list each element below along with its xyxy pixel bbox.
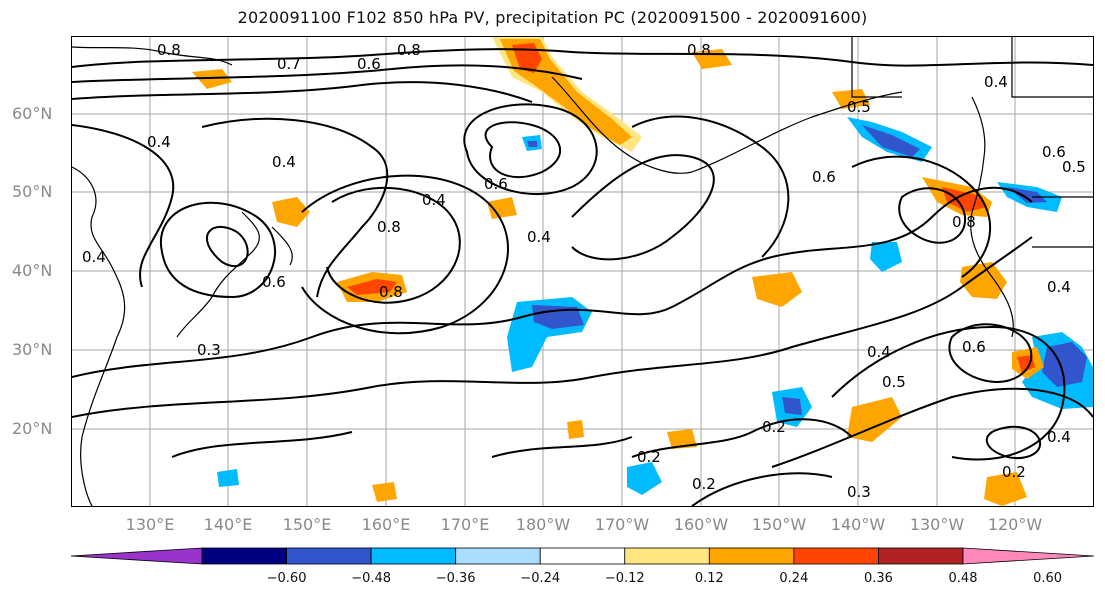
contour-label: 0.4 bbox=[984, 73, 1008, 91]
colorbar-segment bbox=[878, 547, 964, 565]
colorbar-tick-label: −0.36 bbox=[435, 571, 476, 586]
contour-label: 0.2 bbox=[762, 418, 786, 436]
lon-label-120w: 120°W bbox=[987, 515, 1043, 534]
colorbar-segment bbox=[793, 547, 879, 565]
colorbar-tick-label: −0.48 bbox=[351, 571, 392, 586]
lon-label-160w: 160°W bbox=[673, 515, 729, 534]
contour-label: 0.4 bbox=[422, 191, 446, 209]
contour-label: 0.5 bbox=[847, 98, 871, 116]
contour-label: 0.3 bbox=[847, 483, 871, 501]
colorbar-segment bbox=[370, 547, 457, 565]
contour-label: 0.8 bbox=[687, 41, 711, 59]
colorbar-segment bbox=[708, 547, 795, 565]
lat-label-40n: 40°N bbox=[12, 261, 53, 280]
contour-label: 0.8 bbox=[377, 218, 401, 236]
contour-label: 0.6 bbox=[484, 175, 508, 193]
coastlines bbox=[72, 37, 1093, 506]
lon-label-170e: 170°E bbox=[440, 515, 490, 534]
colorbar-tick-label: −0.24 bbox=[520, 571, 561, 586]
colorbar-segment bbox=[624, 547, 710, 565]
colorbar-extend-high bbox=[962, 547, 1095, 565]
colorbar-tick-label: 0.36 bbox=[863, 571, 893, 586]
contour-label: 0.6 bbox=[962, 338, 986, 356]
lat-label-50n: 50°N bbox=[12, 182, 53, 201]
colorbar-extend-low bbox=[70, 547, 203, 565]
contour-label: 0.2 bbox=[692, 475, 716, 493]
lat-label-30n: 30°N bbox=[12, 340, 53, 359]
contour-label: 0.7 bbox=[277, 55, 301, 73]
colorbar-segment bbox=[286, 547, 372, 565]
map-panel: 0.8 0.7 0.6 0.8 0.8 0.6 0.4 0.5 0.4 0.4 … bbox=[71, 36, 1094, 507]
lon-label-180w: 180°W bbox=[515, 515, 571, 534]
contour-label: 0.6 bbox=[812, 168, 836, 186]
lon-label-150e: 150°E bbox=[282, 515, 332, 534]
lon-label-160e: 160°E bbox=[361, 515, 411, 534]
contour-label: 0.2 bbox=[637, 448, 661, 466]
lon-label-130e: 130°E bbox=[125, 515, 175, 534]
lon-label-130w: 130°W bbox=[909, 515, 965, 534]
chart-title: 2020091100 F102 850 hPa PV, precipitatio… bbox=[237, 8, 868, 27]
colorbar-tick-label: 0.24 bbox=[779, 571, 809, 586]
lon-label-140e: 140°E bbox=[203, 515, 253, 534]
contour-label: 0.5 bbox=[1062, 158, 1086, 176]
contour-label: 0.4 bbox=[272, 153, 296, 171]
colorbar-tick-label: −0.60 bbox=[266, 571, 307, 586]
contour-label: 0.5 bbox=[882, 373, 906, 391]
contour-label: 0.4 bbox=[82, 248, 106, 266]
colorbar-tick-label: 0.48 bbox=[948, 571, 978, 586]
colorbar-segment bbox=[455, 547, 541, 565]
contour-label: 0.2 bbox=[1002, 463, 1026, 481]
lon-label-140w: 140°W bbox=[830, 515, 886, 534]
contour-label: 0.4 bbox=[1047, 278, 1071, 296]
contour-label: 0.4 bbox=[867, 343, 891, 361]
precipitation-shading bbox=[192, 37, 1093, 506]
contour-label: 0.8 bbox=[379, 283, 403, 301]
contour-label: 0.4 bbox=[147, 133, 171, 151]
colorbar-segment bbox=[201, 547, 287, 565]
contour-label: 0.6 bbox=[262, 273, 286, 291]
contour-label: 0.3 bbox=[197, 341, 221, 359]
colorbar-segment bbox=[539, 547, 626, 565]
colorbar-tick-label: 0.60 bbox=[1033, 571, 1063, 586]
contour-label: 0.6 bbox=[1042, 143, 1066, 161]
pv-contours bbox=[72, 48, 1093, 506]
lat-label-20n: 20°N bbox=[12, 419, 53, 438]
map-svg: 0.8 0.7 0.6 0.8 0.8 0.6 0.4 0.5 0.4 0.4 … bbox=[72, 37, 1093, 506]
contour-label: 0.4 bbox=[527, 228, 551, 246]
lon-label-170w: 170°W bbox=[594, 515, 650, 534]
colorbar-tick-label: −0.12 bbox=[604, 571, 645, 586]
contour-label: 0.6 bbox=[357, 55, 381, 73]
lat-label-60n: 60°N bbox=[12, 104, 53, 123]
colorbar-tick-label: 0.12 bbox=[694, 571, 724, 586]
contour-labels: 0.8 0.7 0.6 0.8 0.8 0.6 0.4 0.5 0.4 0.4 … bbox=[82, 41, 1086, 501]
contour-label: 0.4 bbox=[1047, 428, 1071, 446]
contour-label: 0.8 bbox=[157, 41, 181, 59]
contour-label: 0.8 bbox=[397, 41, 421, 59]
lon-label-150w: 150°W bbox=[751, 515, 807, 534]
contour-label: 0.8 bbox=[952, 213, 976, 231]
